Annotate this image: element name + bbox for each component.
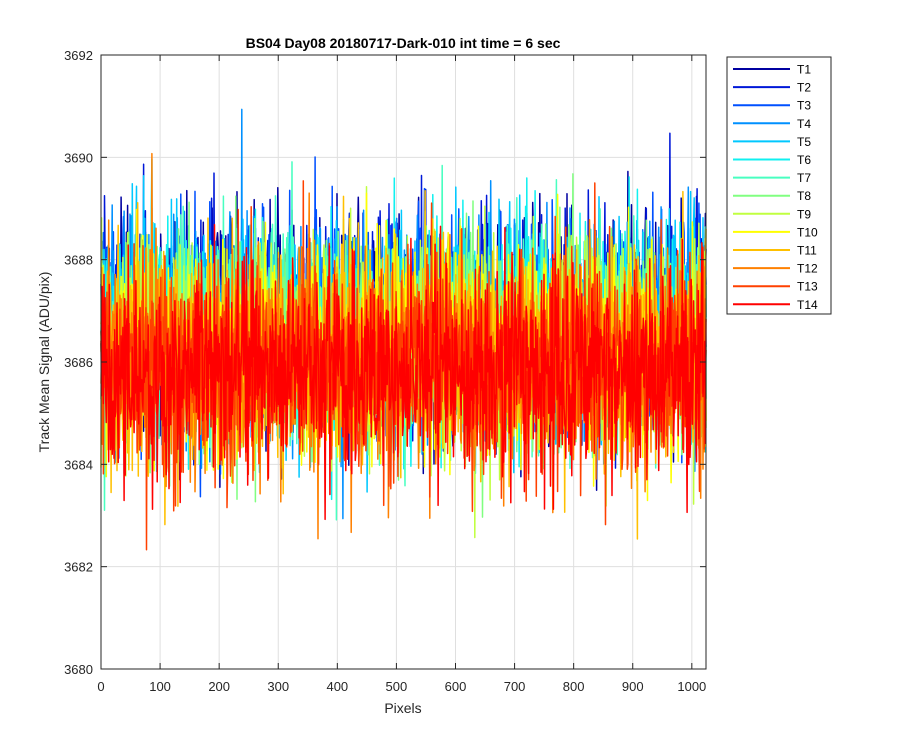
legend-label-t12: T12 xyxy=(797,262,818,276)
series-line-t14 xyxy=(100,223,707,521)
legend-label-t11: T11 xyxy=(797,244,817,258)
x-tick-label: 0 xyxy=(97,679,104,694)
x-tick-label: 600 xyxy=(445,679,467,694)
legend-label-t10: T10 xyxy=(797,225,818,239)
legend-label-t7: T7 xyxy=(797,171,811,185)
legend-label-t4: T4 xyxy=(797,117,811,131)
y-tick-label: 3680 xyxy=(64,662,93,677)
y-axis-title: Track Mean Signal (ADU/pix) xyxy=(36,272,52,453)
x-tick-label: 200 xyxy=(208,679,230,694)
x-tick-label: 500 xyxy=(386,679,408,694)
x-tick-label: 400 xyxy=(326,679,348,694)
x-tick-label: 700 xyxy=(504,679,526,694)
legend-label-t5: T5 xyxy=(797,135,811,149)
series-lines xyxy=(100,108,707,551)
y-tick-label: 3682 xyxy=(64,560,93,575)
y-tick-label: 3690 xyxy=(64,150,93,165)
chart-title: BS04 Day08 20180717-Dark-010 int time = … xyxy=(246,35,561,51)
y-tick-label: 3686 xyxy=(64,355,93,370)
legend-label-t8: T8 xyxy=(797,189,811,203)
legend-label-t9: T9 xyxy=(797,207,811,221)
legend-box xyxy=(726,56,832,315)
legend-label-t13: T13 xyxy=(797,280,818,294)
y-tick-label: 3684 xyxy=(64,457,93,472)
x-tick-label: 900 xyxy=(622,679,644,694)
legend: T1 T2 T3 T4 T5 T6 T7 T8 T9 T10 T11 T12 T13 T14 xyxy=(726,56,832,315)
x-tick-label: 300 xyxy=(267,679,289,694)
legend-label-t2: T2 xyxy=(797,81,811,95)
legend-label-t14: T14 xyxy=(797,298,818,312)
legend-label-t1: T1 xyxy=(797,63,811,77)
axis-ticks: 0 100 200 300 400 500 600 700 800 900 1000 3680 3682… xyxy=(64,48,706,694)
legend-label-t3: T3 xyxy=(797,99,811,113)
y-tick-label: 3692 xyxy=(64,48,93,63)
y-tick-label: 3688 xyxy=(64,253,93,268)
legend-label-t6: T6 xyxy=(797,153,811,167)
x-tick-label: 800 xyxy=(563,679,585,694)
x-tick-label: 1000 xyxy=(677,679,706,694)
x-axis-title: Pixels xyxy=(384,700,421,716)
x-tick-label: 100 xyxy=(149,679,171,694)
